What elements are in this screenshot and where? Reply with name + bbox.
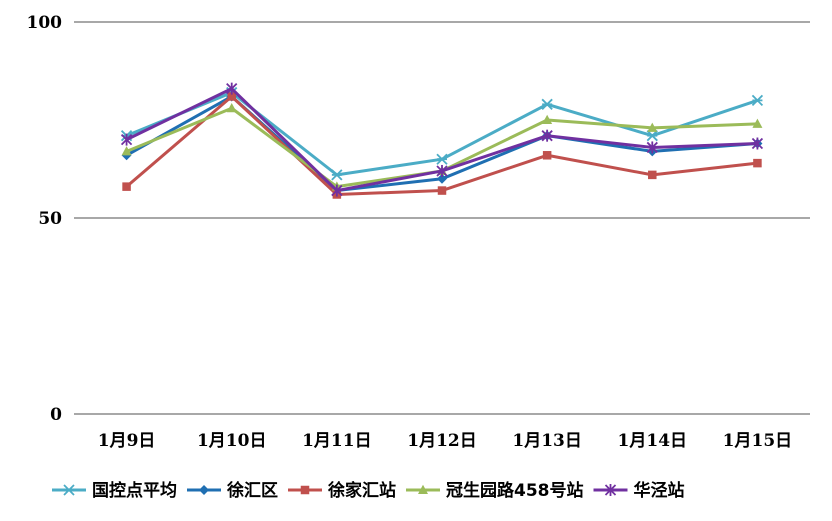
data-point	[751, 137, 764, 150]
legend-label: 华泾站	[634, 480, 685, 501]
legend-item: 华泾站	[593, 480, 685, 501]
data-point	[331, 184, 343, 197]
data-point	[437, 186, 447, 195]
data-point	[331, 169, 343, 181]
data-point	[120, 133, 133, 146]
y-tick-label: 100	[27, 13, 63, 33]
data-point	[542, 151, 552, 160]
legend-marker	[418, 484, 428, 494]
data-point	[541, 98, 553, 110]
data-point	[753, 158, 762, 168]
data-point	[436, 153, 448, 165]
x-category-label: 1月12日	[407, 431, 477, 451]
legend: 国控点平均 徐汇区 徐家汇站 冠生园路458号站 华泾站	[52, 480, 685, 501]
legend-marker	[604, 484, 617, 496]
legend-label: 冠生园路458号站	[446, 480, 584, 501]
legend-label: 徐汇区	[226, 480, 278, 501]
data-point	[646, 141, 658, 154]
legend-item: 国控点平均	[52, 480, 177, 501]
legend-item: 冠生园路458号站	[406, 480, 584, 501]
x-category-label: 1月15日	[723, 431, 793, 451]
x-category-label: 1月11日	[302, 431, 372, 451]
x-category-label: 1月14日	[618, 431, 688, 451]
x-category-label: 1月13日	[512, 431, 582, 451]
x-axis-category-labels: 1月9日 1月10日 1月11日 1月12日 1月13日 1月14日 1月15日	[98, 431, 792, 451]
data-point	[752, 118, 763, 128]
legend-marker	[199, 485, 209, 495]
data-point	[227, 92, 236, 101]
legend-marker	[63, 484, 75, 496]
legend-item: 徐家汇站	[288, 480, 396, 501]
data-point	[437, 173, 447, 184]
legend-label: 国控点平均	[92, 480, 177, 501]
data-point	[751, 94, 764, 107]
data-point	[226, 82, 238, 95]
legend-label: 徐家汇站	[327, 480, 396, 501]
data-point	[646, 130, 658, 142]
gridlines	[74, 21, 810, 415]
y-tick-label: 50	[38, 209, 62, 229]
x-category-label: 1月10日	[197, 431, 267, 451]
series-lines	[120, 82, 764, 199]
data-point	[436, 164, 448, 177]
x-category-label: 1月9日	[98, 431, 156, 451]
y-tick-label: 0	[50, 405, 62, 425]
legend-marker	[300, 485, 310, 495]
data-point	[542, 114, 553, 124]
data-point	[648, 170, 657, 180]
data-point	[122, 182, 131, 191]
data-point	[226, 102, 237, 113]
series-5	[120, 82, 764, 197]
y-axis-tick-labels: 0 50 100	[27, 13, 63, 425]
data-point	[541, 129, 553, 142]
legend-item: 徐汇区	[187, 480, 278, 501]
data-point	[121, 146, 132, 156]
data-point	[647, 122, 658, 132]
